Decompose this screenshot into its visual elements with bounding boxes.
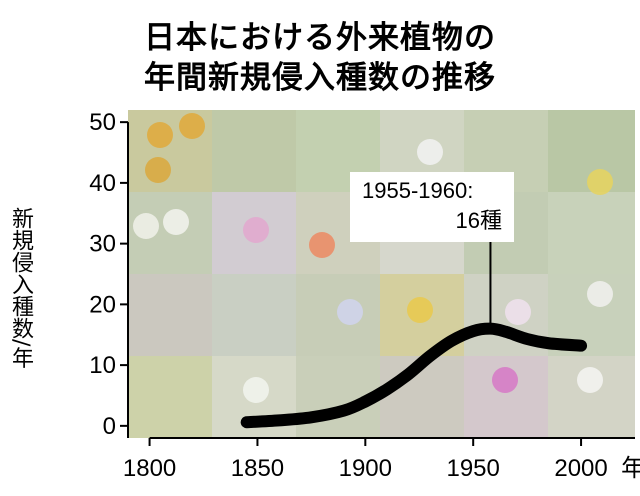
photo-tile	[128, 274, 212, 356]
x-ticks: 1800 1850 1900 1950 2000	[123, 438, 608, 482]
flower-blob	[163, 209, 189, 235]
flower-blob	[309, 232, 335, 258]
flower-blob	[587, 169, 613, 195]
chart-title-line-2: 年間新規侵入種数の推移	[144, 60, 496, 96]
flower-blob	[587, 281, 613, 307]
flower-blob	[133, 213, 159, 239]
flower-blob	[492, 367, 518, 393]
photo-tile	[548, 192, 635, 274]
x-tick-label: 1950	[446, 455, 499, 482]
axes	[127, 122, 635, 439]
annotation-line-1: 1955-1960:	[362, 178, 474, 203]
y-ticks: 0 10 20 30 40 50	[89, 109, 128, 440]
y-axis-label: 新規侵入種数/年	[8, 207, 33, 369]
flower-blob	[417, 139, 443, 165]
flower-blob	[179, 113, 205, 139]
y-tick-label: 30	[89, 231, 116, 258]
series-group	[240, 322, 588, 429]
photo-tile	[128, 356, 212, 438]
y-tick-label: 50	[89, 109, 116, 136]
annotation-box: 1955-1960: 16種	[350, 172, 514, 242]
flower-blob	[147, 122, 173, 148]
y-tick-label: 0	[103, 413, 116, 440]
flower-blob	[407, 297, 433, 323]
x-tick-label: 1900	[339, 455, 392, 482]
x-tick-label: 1850	[231, 455, 284, 482]
flower-blob	[577, 367, 603, 393]
flower-blob	[337, 299, 363, 325]
annotation-line-2: 16種	[455, 208, 502, 233]
chart-title-line-1: 日本における外来植物の	[144, 20, 496, 56]
flower-blob	[243, 377, 269, 403]
photo-tile	[212, 274, 296, 356]
series-line	[240, 322, 588, 429]
flower-blob	[505, 299, 531, 325]
x-tick-label: 1800	[123, 455, 176, 482]
photo-tile	[212, 110, 296, 192]
y-tick-label: 10	[89, 352, 116, 379]
flower-blob	[243, 217, 269, 243]
x-tick-label: 2000	[554, 455, 607, 482]
y-tick-label: 20	[89, 291, 116, 318]
x-axis-unit: 年	[621, 454, 640, 482]
y-tick-label: 40	[89, 170, 116, 197]
flower-blob	[145, 157, 171, 183]
